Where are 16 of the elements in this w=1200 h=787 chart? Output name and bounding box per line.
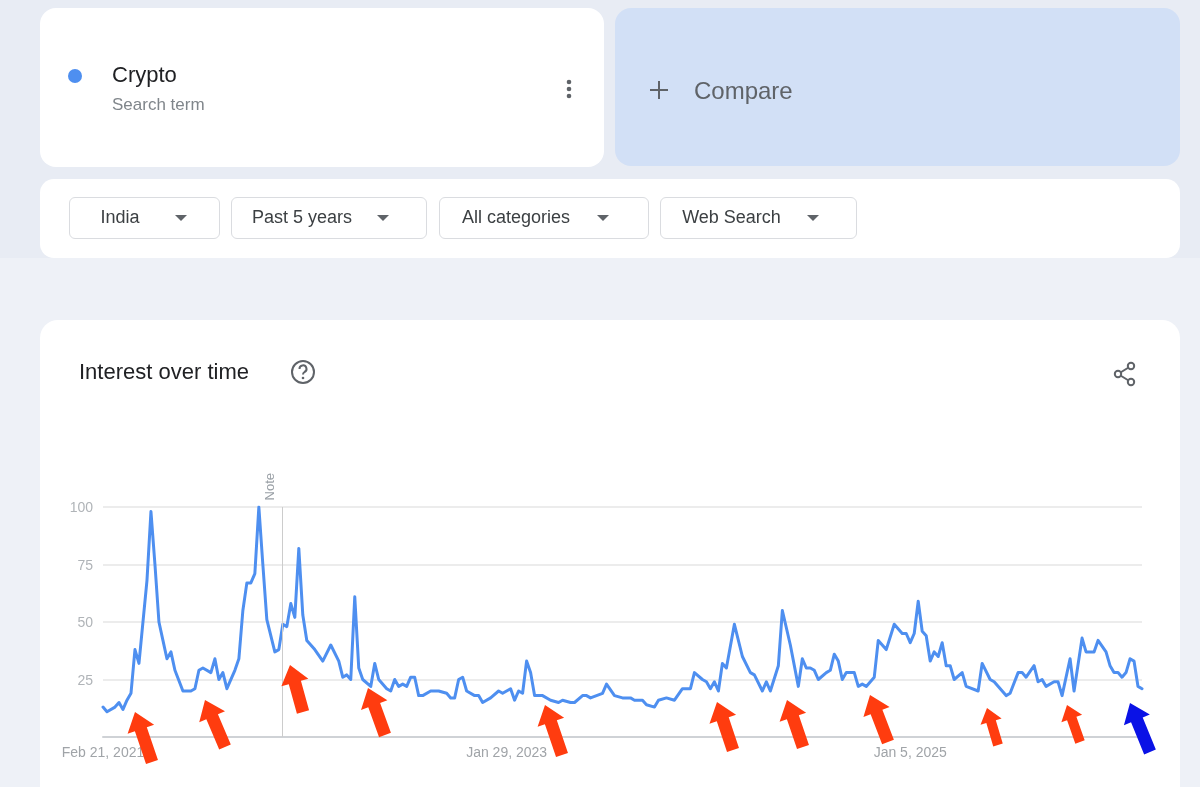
text: Search term [112,95,205,115]
line-series [101,505,1144,714]
legend-label: Crypto [112,62,177,88]
text: Web Search [681,207,782,228]
y-tick-label: 75 [77,556,94,573]
x-tick-label: Jan 5, 2025 [873,744,948,760]
text: Past 5 years [250,207,353,228]
text: Compare [694,77,793,105]
chart-title: Interest over time [79,359,249,385]
y-tick-label: 25 [77,671,94,688]
x-tick-label: Jan 29, 2023 [466,744,548,760]
y-tick-label: 50 [77,614,94,630]
text: India [99,207,141,228]
y-tick-label: 100 [69,499,94,515]
ref-line-label: Note [262,473,278,501]
text: All categories [460,207,572,228]
